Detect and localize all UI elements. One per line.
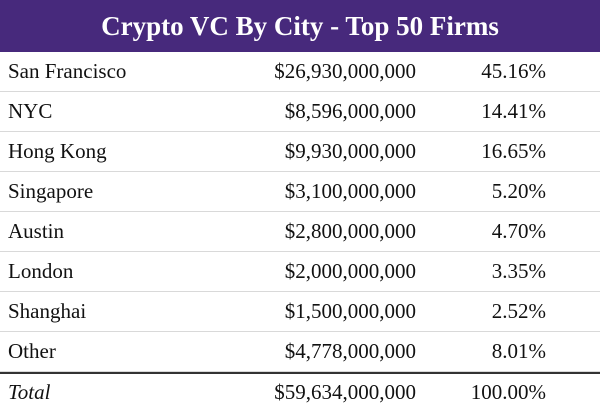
city-cell: Singapore xyxy=(8,179,94,203)
share-cell: 45.16% xyxy=(481,59,546,83)
amount-cell: $2,800,000,000 xyxy=(284,219,416,243)
city-cell: London xyxy=(8,259,74,283)
table-body: San Francisco $26,930,000,000 45.16% NYC $8,… xyxy=(0,52,600,407)
city-cell: Other xyxy=(8,339,56,363)
city-cell: Hong Kong xyxy=(8,139,107,163)
amount-cell: $26,930,000,000 xyxy=(274,59,416,83)
table-title: Crypto VC By City - Top 50 Firms xyxy=(0,0,600,52)
table-row: Hong Kong $9,930,000,000 16.65% xyxy=(0,132,600,172)
table-row: London $2,000,000,000 3.35% xyxy=(0,252,600,292)
share-cell: 5.20% xyxy=(491,179,546,203)
table-row: Austin $2,800,000,000 4.70% xyxy=(0,212,600,252)
amount-cell: $1,500,000,000 xyxy=(284,299,416,323)
share-cell: 8.01% xyxy=(491,339,546,363)
table-row: Singapore $3,100,000,000 5.20% xyxy=(0,172,600,212)
city-cell: Total xyxy=(8,380,51,404)
city-cell: Austin xyxy=(8,219,65,243)
amount-cell: $59,634,000,000 xyxy=(274,380,416,404)
share-cell: 4.70% xyxy=(491,219,546,243)
city-cell: San Francisco xyxy=(8,59,127,83)
share-cell: 100.00% xyxy=(470,380,546,404)
table-row: Shanghai $1,500,000,000 2.52% xyxy=(0,292,600,332)
city-cell: NYC xyxy=(8,99,53,123)
amount-cell: $2,000,000,000 xyxy=(284,259,416,283)
table-row: San Francisco $26,930,000,000 45.16% xyxy=(0,52,600,92)
share-cell: 16.65% xyxy=(481,139,546,163)
amount-cell: $4,778,000,000 xyxy=(284,339,416,363)
share-cell: 14.41% xyxy=(481,99,546,123)
table-row: Total $59,634,000,000 100.00% xyxy=(0,372,600,407)
amount-cell: $8,596,000,000 xyxy=(284,99,416,123)
city-cell: Shanghai xyxy=(8,299,87,323)
table-row: Other $4,778,000,000 8.01% xyxy=(0,332,600,372)
table-row: NYC $8,596,000,000 14.41% xyxy=(0,92,600,132)
amount-cell: $9,930,000,000 xyxy=(284,139,416,163)
share-cell: 3.35% xyxy=(491,259,546,283)
share-cell: 2.52% xyxy=(491,299,546,323)
amount-cell: $3,100,000,000 xyxy=(284,179,416,203)
